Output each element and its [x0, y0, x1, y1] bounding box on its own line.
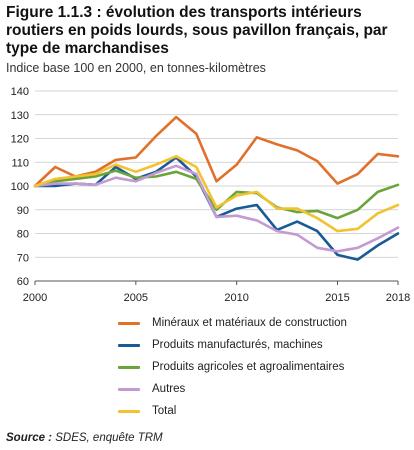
- x-tick-label: 2010: [224, 292, 248, 304]
- legend-item: Produits manufacturés, machines: [118, 334, 347, 356]
- legend-label: Produits agricoles et agroalimentaires: [152, 361, 345, 373]
- chart-grid: [35, 90, 398, 282]
- legend-label: Total: [152, 405, 177, 417]
- legend-swatch: [118, 365, 140, 369]
- series-line-3: [33, 169, 400, 220]
- chart-legend: Minéraux et matériaux de construction Pro…: [118, 312, 347, 422]
- chart-lines: [33, 115, 400, 261]
- legend-item: Minéraux et matériaux de construction: [118, 312, 347, 334]
- legend-label: Autres: [152, 383, 186, 395]
- y-tick-label: 110: [11, 157, 29, 169]
- y-tick-label: 120: [11, 134, 29, 146]
- legend-swatch: [118, 343, 140, 347]
- y-tick-label: 80: [17, 229, 29, 241]
- y-tick-label: 60: [17, 276, 29, 288]
- x-tick-label: 2015: [325, 292, 349, 304]
- legend-item: Produits agricoles et agroalimentaires: [118, 356, 347, 378]
- y-tick-label: 130: [11, 110, 29, 122]
- legend-label: Minéraux et matériaux de construction: [152, 317, 347, 329]
- source-text: SDES, enquête TRM: [55, 432, 163, 444]
- y-tick-label: 100: [11, 181, 29, 193]
- source-label: Source :: [6, 432, 53, 444]
- series-line-4: [33, 164, 400, 253]
- x-tick-label: 2000: [23, 292, 47, 304]
- legend-swatch: [118, 409, 140, 413]
- legend-swatch: [118, 387, 140, 391]
- legend-label: Produits manufacturés, machines: [152, 339, 323, 351]
- source-note: Source : SDES, enquête TRM: [6, 432, 163, 444]
- y-tick-label: 70: [17, 252, 29, 264]
- legend-item: Total: [118, 400, 347, 422]
- x-axis: 2000 2005 2010 2015 2018: [23, 281, 410, 304]
- y-tick-label: 140: [11, 86, 29, 98]
- y-tick-label: 90: [17, 205, 29, 217]
- y-axis: 60 70 80 90 100 110 120 130 140: [11, 86, 29, 288]
- x-tick-label: 2005: [124, 292, 148, 304]
- x-tick-label: 2018: [386, 292, 410, 304]
- legend-item: Autres: [118, 378, 347, 400]
- chart-subtitle: Indice base 100 en 2000, en tonnes-kilom…: [6, 61, 266, 75]
- chart-title: Figure 1.1.3 : évolution des transports …: [6, 4, 388, 57]
- line-chart: 60 70 80 90 100 110 120 130 140 2000 2005 2010 2015…: [11, 86, 411, 304]
- series-line-1: [33, 115, 400, 188]
- legend-swatch: [118, 321, 140, 325]
- series-line-5: [33, 155, 400, 233]
